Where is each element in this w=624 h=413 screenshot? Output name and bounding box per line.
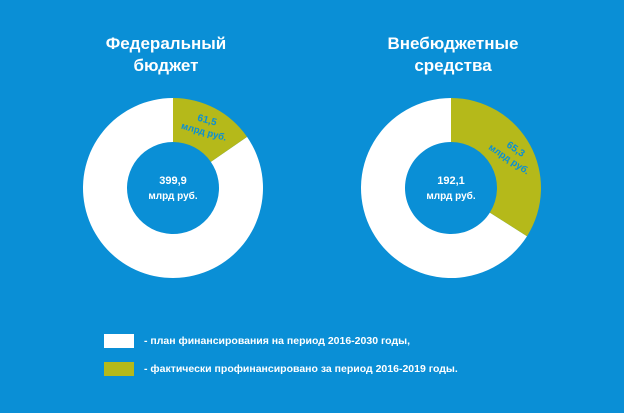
donut-slice-plan <box>82 98 263 278</box>
legend-item-actual: - фактически профинансировано за период … <box>104 361 544 377</box>
chart-title-federal-budget: Федеральный бюджет <box>56 33 276 77</box>
donut-slice-actual <box>451 98 541 237</box>
donut-slice-actual <box>173 98 248 162</box>
slice-value-label: 61,5 <box>196 113 218 129</box>
legend-swatch-plan <box>104 334 134 348</box>
donut-chart-federal-budget: 399,9 млрд руб. 61,5 млрд руб. <box>82 98 263 278</box>
chart-legend: - план финансирования на период 2016-203… <box>104 333 544 389</box>
center-value-label: 192,1 <box>437 175 465 187</box>
center-value-label: 399,9 <box>159 175 187 187</box>
legend-item-plan: - план финансирования на период 2016-203… <box>104 333 544 349</box>
legend-label-actual: - фактически профинансировано за период … <box>144 363 458 375</box>
center-unit-label: млрд руб. <box>148 190 197 202</box>
chart-title-extrabudgetary-funds: Внебюджетные средства <box>343 33 563 77</box>
chart-title-line: Внебюджетные <box>387 34 519 53</box>
legend-swatch-actual <box>104 362 134 376</box>
legend-label-plan: - план финансирования на период 2016-203… <box>144 335 411 347</box>
donut-chart-extrabudgetary-funds: 192,1 млрд руб. 65,3 млрд руб. <box>360 98 541 278</box>
chart-title-line: Федеральный <box>105 34 227 53</box>
chart-title-line: бюджет <box>133 56 199 75</box>
center-unit-label: млрд руб. <box>426 190 475 202</box>
donut-slice-plan <box>360 98 528 278</box>
chart-title-line: средства <box>414 56 492 75</box>
